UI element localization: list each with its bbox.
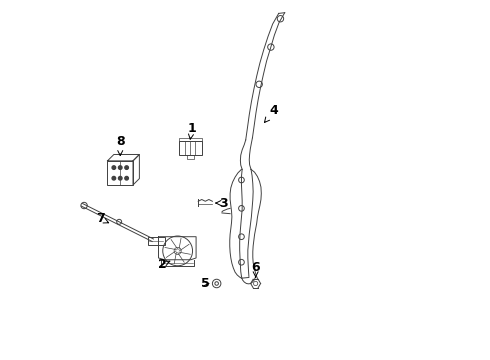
Text: 2: 2 [158, 258, 170, 271]
Text: 7: 7 [96, 212, 109, 225]
Bar [148, 238, 165, 244]
Bar [178, 141, 201, 155]
Circle shape [112, 166, 116, 169]
Circle shape [125, 176, 128, 180]
Text: 6: 6 [251, 261, 260, 277]
Bar [178, 138, 201, 141]
Bar [107, 161, 133, 185]
Circle shape [112, 176, 116, 180]
Text: 1: 1 [188, 122, 196, 139]
Bar [187, 155, 194, 159]
Text: 4: 4 [265, 104, 278, 122]
Circle shape [125, 166, 128, 169]
Circle shape [119, 176, 122, 180]
Text: 8: 8 [116, 135, 124, 156]
Circle shape [119, 166, 122, 169]
Text: 3: 3 [216, 197, 228, 210]
Text: 5: 5 [201, 277, 210, 290]
